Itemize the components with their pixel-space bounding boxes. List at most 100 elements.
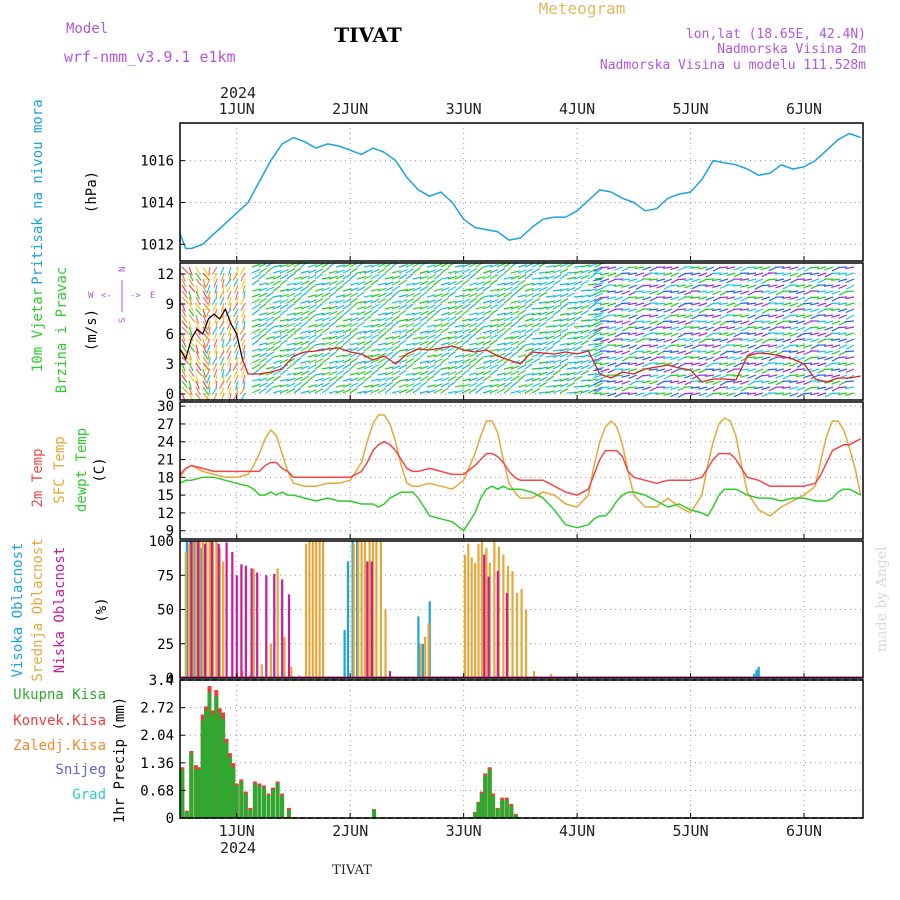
wind-arrow xyxy=(531,377,541,382)
wind-arrow xyxy=(845,368,855,374)
wind-arrow xyxy=(573,370,583,376)
wind-arrow xyxy=(573,365,583,370)
wind-arrow xyxy=(272,354,283,358)
wind-arrow xyxy=(240,302,246,312)
wind-arrow xyxy=(754,308,764,313)
wind-arrow xyxy=(213,338,218,348)
wind-arrow xyxy=(384,376,394,382)
wind-arrow xyxy=(725,380,736,383)
wind-arrow xyxy=(531,287,541,292)
wind-arrow xyxy=(356,335,366,340)
wind-arrow xyxy=(649,314,659,318)
wind-arrow xyxy=(538,281,548,286)
wind-arrow xyxy=(733,296,743,301)
wind-arrow xyxy=(782,338,792,343)
wind-arrow xyxy=(272,264,283,268)
cloud-bar-cloud_mid xyxy=(424,636,427,678)
wind-arrow xyxy=(621,350,631,355)
wind-arrow xyxy=(391,345,400,352)
wind-arrow xyxy=(803,344,813,349)
wind-arrow xyxy=(726,386,736,390)
precip-bar-conv xyxy=(197,769,202,818)
wind-arrow xyxy=(559,388,569,394)
wind-arrow xyxy=(342,339,351,346)
wind-arrow xyxy=(747,338,757,342)
wind-arrow xyxy=(837,392,848,396)
year-top: 2024 xyxy=(220,84,256,102)
wind-arrow xyxy=(489,274,499,280)
wind-arrow xyxy=(251,348,261,352)
wind-arrow xyxy=(405,268,415,274)
wind-arrow xyxy=(195,272,202,281)
wind-arrow xyxy=(202,278,207,288)
wind-arrow xyxy=(426,375,435,382)
wind-arrow xyxy=(496,342,506,346)
wind-arrow xyxy=(419,275,429,280)
wind-arrow xyxy=(524,323,534,328)
wind-arrow xyxy=(286,282,296,286)
wind-arrow xyxy=(677,320,687,325)
wind-arrow xyxy=(621,374,631,378)
wind-arrow xyxy=(566,316,576,322)
wind-arrow xyxy=(219,386,225,396)
wind-arrow xyxy=(195,386,201,396)
wind-arrow xyxy=(733,380,743,384)
wind-arrow xyxy=(552,389,562,394)
wind-arrow xyxy=(279,279,288,286)
wind-arrow xyxy=(545,365,555,370)
wind-arrow xyxy=(412,357,421,364)
wind-arrow xyxy=(461,309,470,316)
wind-arrow xyxy=(188,326,193,336)
wind-arrow xyxy=(227,266,232,276)
wind-arrow xyxy=(510,340,520,346)
wind-arrow xyxy=(405,312,415,316)
precip-unit: 1hr Precip (mm) xyxy=(112,697,128,823)
wind-arrow xyxy=(531,347,541,352)
wind-arrow xyxy=(761,296,771,301)
wind-arrow xyxy=(587,333,596,340)
wind-arrow xyxy=(711,308,722,312)
wind-arrow xyxy=(342,333,351,340)
wind-arrow xyxy=(468,292,478,298)
wind-arrow xyxy=(412,336,422,340)
wind-arrow xyxy=(328,390,338,394)
cloud-bar-cloud_high xyxy=(346,561,350,678)
wind-arrow xyxy=(218,290,225,300)
wind-arrow xyxy=(342,293,352,298)
cloud-bar-cloud_high xyxy=(757,667,760,678)
wind-arrow xyxy=(503,336,513,340)
wind-arrow xyxy=(321,341,331,346)
wind-arrow xyxy=(698,332,708,337)
wind-arrow xyxy=(391,305,401,310)
wind-arrow xyxy=(454,375,463,382)
wind-arrow xyxy=(363,345,372,352)
wind-arrow xyxy=(279,323,289,328)
wind-arrow xyxy=(496,382,506,388)
wind-arrow xyxy=(656,284,666,289)
precip-bar-conv xyxy=(224,742,229,818)
wind-arrow xyxy=(663,326,673,329)
wind-arrow xyxy=(234,320,239,330)
wind-arrow xyxy=(258,333,267,340)
wind-arrow xyxy=(559,287,569,292)
wind-arrow xyxy=(202,284,208,294)
wind-arrow xyxy=(634,320,645,323)
wind-arrow xyxy=(740,308,750,311)
wind-arrow xyxy=(314,388,324,394)
wind-arrow xyxy=(475,341,485,346)
wind-arrow xyxy=(552,309,561,316)
wind-arrow xyxy=(234,380,239,390)
wind-arrow xyxy=(335,269,345,274)
wind-arrow xyxy=(363,285,372,292)
wind-arrow xyxy=(475,321,484,328)
wind-arrow xyxy=(524,383,534,388)
cloud-bar-cloud_mid xyxy=(511,571,514,678)
cloud-bar-cloud_mid xyxy=(520,589,523,678)
wind-arrow xyxy=(214,284,218,294)
wind-arrow xyxy=(753,356,764,360)
wind-arrow xyxy=(349,287,359,292)
wind-arrow xyxy=(593,314,603,319)
wind-arrow xyxy=(838,314,848,319)
wind-arrow xyxy=(670,326,680,331)
